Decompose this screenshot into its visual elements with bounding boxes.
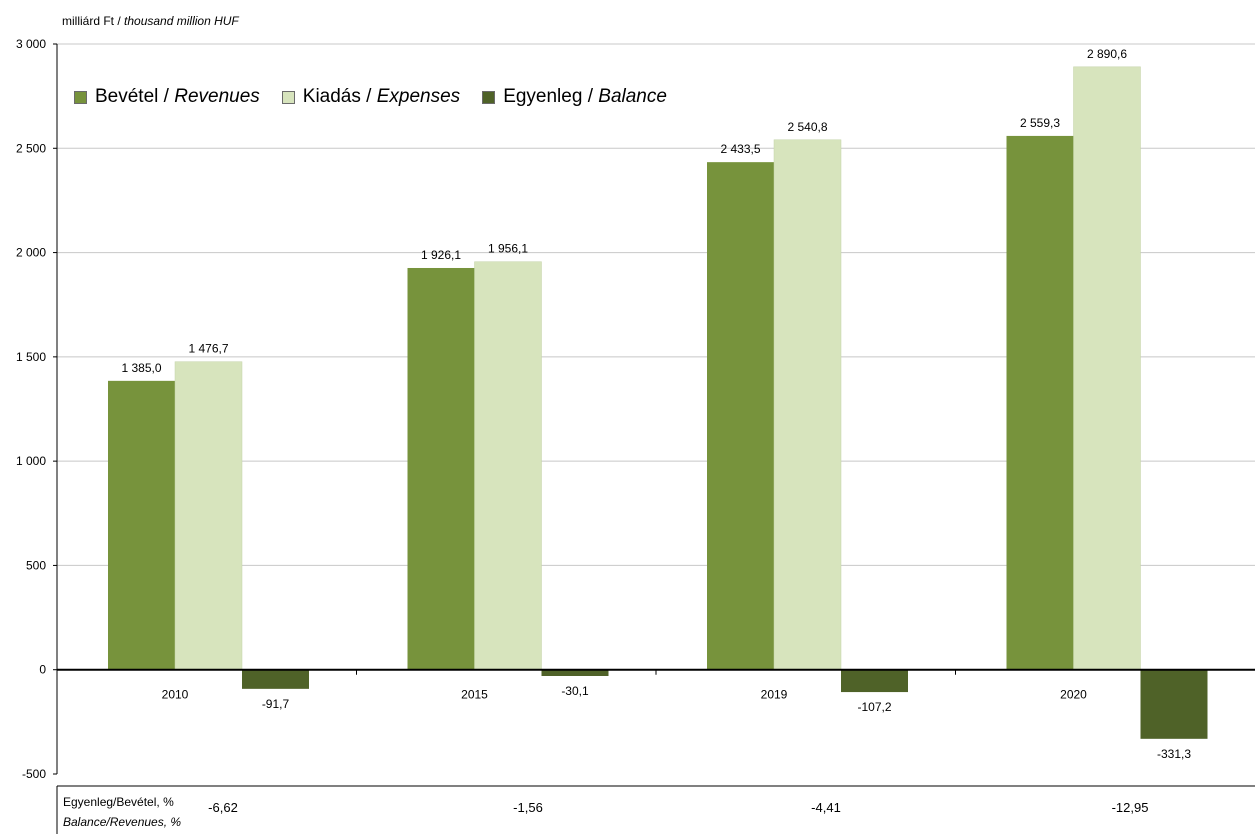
ratio-value-2015: -1,56 <box>513 800 543 815</box>
y-tick-label: 500 <box>26 558 46 572</box>
data-label-2020-revenues: 2 559,3 <box>1020 116 1060 130</box>
y-tick-label: 1 500 <box>16 350 46 364</box>
x-tick-label-2010: 2010 <box>162 688 189 702</box>
y-tick-label: 0 <box>39 663 46 677</box>
data-label-2015-balance: -30,1 <box>561 684 589 698</box>
data-label-2019-revenues: 2 433,5 <box>720 142 760 156</box>
x-tick-label-2019: 2019 <box>761 688 788 702</box>
legend-label-balance-en: Balance <box>598 86 667 107</box>
legend-label-balance-hu: Egyenleg <box>503 86 583 107</box>
legend-label-revenues-hu: Bevétel <box>95 86 159 107</box>
ratio-row-caption: Egyenleg/Bevétel, % Balance/Revenues, % <box>63 792 181 832</box>
data-label-2010-expenses: 1 476,7 <box>188 342 228 356</box>
y-tick-label: 3 000 <box>16 37 46 51</box>
legend-item-expenses: Kiadás / Expenses <box>281 86 461 108</box>
bar-2020-expenses <box>1073 66 1141 670</box>
unit-label-en: thousand million HUF <box>124 14 239 28</box>
legend-item-balance: Egyenleg / Balance <box>482 86 667 108</box>
y-tick-label: 1 000 <box>16 454 46 468</box>
bar-2010-expenses <box>174 361 243 670</box>
unit-label-hu: milliárd Ft <box>62 14 115 28</box>
y-tick-label: -500 <box>22 767 46 781</box>
legend-label-expenses-hu: Kiadás <box>302 86 361 107</box>
data-label-2020-balance: -331,3 <box>1157 747 1191 761</box>
legend-item-revenues: Bevétel / Revenues <box>74 86 260 108</box>
bar-2015-expenses <box>474 261 542 670</box>
ratio-caption-en: Balance/Revenues, % <box>63 815 182 829</box>
legend-swatch-balance <box>482 90 496 104</box>
unit-label-sep: / <box>114 14 125 28</box>
bar-2020-revenues <box>1006 135 1074 670</box>
ratio-value-2019: -4,41 <box>811 800 841 815</box>
ratio-value-2020: -12,95 <box>1111 800 1149 815</box>
data-label-2020-expenses: 2 890,6 <box>1087 47 1127 61</box>
legend-label-revenues-en: Revenues <box>174 86 260 107</box>
data-label-2010-balance: -91,7 <box>262 697 290 711</box>
data-label-2015-expenses: 1 956,1 <box>488 242 528 256</box>
bar-2015-balance <box>541 669 609 676</box>
bar-2019-expenses <box>773 139 842 670</box>
bar-2015-revenues <box>407 267 475 670</box>
bar-2019-revenues <box>707 162 774 670</box>
data-label-2015-revenues: 1 926,1 <box>421 248 461 262</box>
bar-2020-balance <box>1140 669 1208 739</box>
bar-2010-balance <box>242 669 309 689</box>
bar-2019-balance <box>841 669 908 693</box>
legend-swatch-expenses <box>281 90 295 104</box>
ratio-caption-hu: Egyenleg/Bevétel, % <box>63 795 174 809</box>
y-tick-label: 2 000 <box>16 246 46 260</box>
x-tick-label-2015: 2015 <box>461 688 488 702</box>
legend-label-expenses-en: Expenses <box>376 86 461 107</box>
legend-swatch-revenues <box>74 90 87 104</box>
unit-label: milliárd Ft / thousand million HUF <box>62 14 239 28</box>
x-tick-label-2020: 2020 <box>1060 688 1087 702</box>
data-label-2019-expenses: 2 540,8 <box>787 120 827 134</box>
data-label-2010-revenues: 1 385,0 <box>121 361 161 375</box>
y-tick-label: 2 500 <box>16 141 46 155</box>
legend: Bevétel / Revenues Kiadás / Expenses Egy… <box>74 86 689 108</box>
bar-2010-revenues <box>108 380 175 670</box>
data-label-2019-balance: -107,2 <box>857 700 891 714</box>
ratio-value-2010: -6,62 <box>208 800 238 815</box>
